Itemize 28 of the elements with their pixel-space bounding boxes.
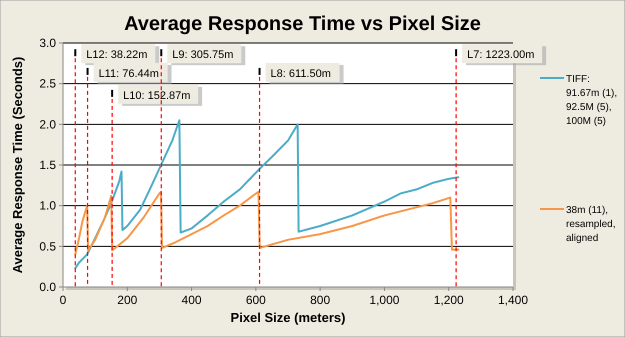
y-tick-label: 0.5 [39, 239, 56, 254]
ref-line-label: L10: 152.87m [123, 90, 190, 102]
ref-line-label: L8: 611.50m [270, 68, 331, 80]
x-tick-label: 600 [246, 293, 266, 307]
line-series [74, 119, 460, 270]
y-tick-label: 0.0 [39, 280, 56, 294]
x-axis-title: Pixel Size (meters) [230, 310, 346, 325]
x-tick-label: 0 [60, 293, 67, 307]
x-tick-label: 200 [117, 293, 138, 307]
chart-title: Average Response Time vs Pixel Size [124, 13, 481, 35]
ref-line-label: L9: 305.75m [172, 49, 234, 62]
y-tick-label: 3.0 [39, 36, 56, 50]
x-tick-label: 800 [310, 293, 330, 307]
ref-line-label: L11: 76.44m [98, 68, 159, 80]
x-tick-label: 1,400 [498, 293, 528, 307]
legend-label: 38m (11), resampled, aligned [566, 205, 616, 244]
x-tick-label: 1,000 [369, 293, 400, 307]
y-tick-label: 2.5 [39, 76, 56, 91]
legend-label: TIFF: 91.67m (1), 92.5M (5), 100M (5) [566, 74, 618, 127]
y-tick-label: 1.0 [39, 198, 56, 213]
y-tick-label: 2.0 [39, 117, 56, 132]
y-tick-label: 1.5 [39, 158, 56, 172]
y-axis-title: Average Response Time (Seconds) [10, 56, 25, 274]
line-series [74, 190, 460, 256]
x-tick-label: 1,200 [434, 293, 464, 307]
x-tick-label: 400 [182, 293, 202, 307]
ref-line-label: L7: 1223.00m [467, 49, 534, 62]
ref-line-label: L12: 38.22m [86, 49, 148, 62]
